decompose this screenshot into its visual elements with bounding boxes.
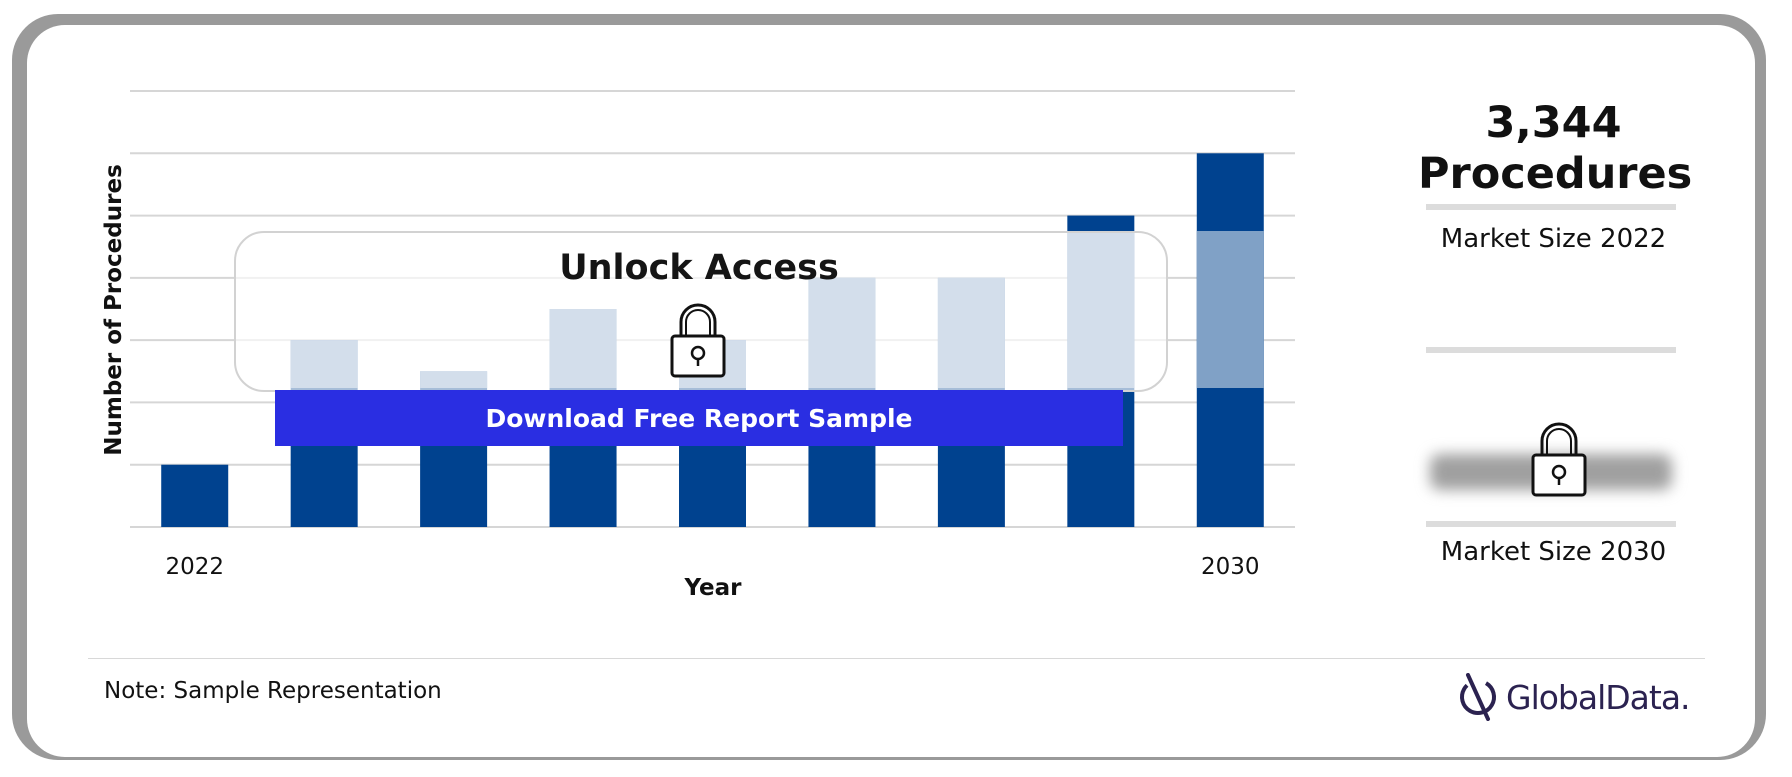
kpi-2022-value: 3,344 Procedures [1418, 98, 1693, 200]
bar-masked-segment [1196, 231, 1264, 388]
kpi-2022-label: Market Size 2022 [1440, 224, 1667, 254]
download-sample-button[interactable]: Download Free Report Sample [275, 390, 1123, 446]
kpi-2022-unit: Procedures [1418, 149, 1693, 199]
padlock-icon [670, 303, 726, 378]
kpi-2030-divider-bottom [1426, 521, 1676, 527]
globaldata-logo: GlobalData. [1458, 672, 1691, 722]
x-tick-label: 2022 [165, 554, 224, 580]
kpi-2022-divider [1426, 204, 1676, 210]
footer-divider [88, 658, 1705, 659]
globaldata-logo-icon [1460, 673, 1496, 721]
kpi-2022-number: 3,344 [1485, 98, 1622, 148]
unlock-access-title: Unlock Access [559, 248, 839, 288]
y-axis-label: Number of Procedures [101, 164, 127, 456]
x-tick-label: 2030 [1201, 554, 1260, 580]
kpi-padlock-icon [1531, 422, 1587, 497]
kpi-2030-divider-top [1426, 347, 1676, 353]
bar [161, 464, 229, 527]
x-tick-labels: 2022 2030 [165, 554, 1259, 580]
sample-note: Note: Sample Representation [104, 678, 442, 704]
globaldata-logo-text: GlobalData. [1506, 677, 1691, 717]
kpi-2030-label: Market Size 2030 [1440, 537, 1667, 567]
x-axis-label: Year [683, 575, 742, 601]
